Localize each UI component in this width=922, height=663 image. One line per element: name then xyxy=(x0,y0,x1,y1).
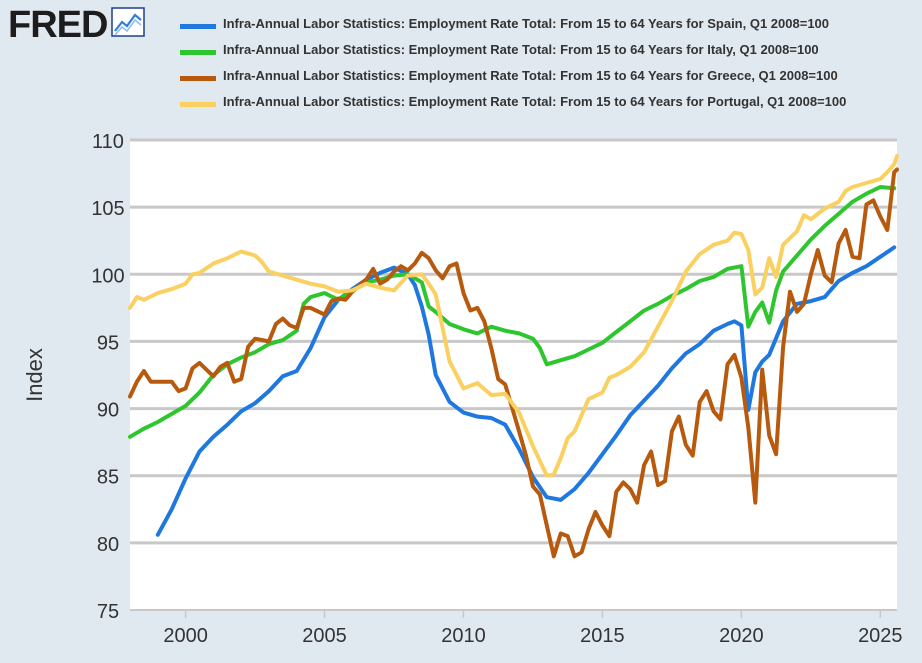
series-line-italy[interactable] xyxy=(128,185,897,439)
y-tick-label: 75 xyxy=(97,601,119,623)
plot-area xyxy=(130,140,897,610)
x-tick-label: 2005 xyxy=(302,625,347,647)
y-tick-label: 95 xyxy=(97,332,119,354)
legend-label-portugal: Infra-Annual Labor Statistics: Employmen… xyxy=(223,93,847,109)
legend-item-italy[interactable]: Infra-Annual Labor Statistics: Employmen… xyxy=(180,36,846,62)
chart-legend: Infra-Annual Labor Statistics: Employmen… xyxy=(180,10,846,114)
x-tick-label: 2015 xyxy=(580,625,625,647)
series-line-greece[interactable] xyxy=(128,167,899,559)
x-axis-ticks: 2000 2005 2010 2015 2020 2025 xyxy=(163,610,903,647)
x-tick-label: 2020 xyxy=(719,625,764,647)
legend-label-greece: Infra-Annual Labor Statistics: Employmen… xyxy=(223,67,838,83)
legend-item-spain[interactable]: Infra-Annual Labor Statistics: Employmen… xyxy=(180,10,846,36)
legend-swatch-italy xyxy=(180,49,216,55)
legend-label-italy: Infra-Annual Labor Statistics: Employmen… xyxy=(223,41,819,57)
y-axis-label: Index xyxy=(22,348,47,402)
line-chart-icon xyxy=(111,6,147,44)
y-tick-label: 110 xyxy=(92,131,124,153)
y-tick-label: 105 xyxy=(91,198,124,220)
y-tick-label: 85 xyxy=(97,467,119,489)
y-tick-label: 80 xyxy=(97,534,119,556)
y-tick-label: 90 xyxy=(97,400,119,422)
legend-swatch-greece xyxy=(180,75,216,81)
series-lines xyxy=(128,154,899,559)
fred-logo-text: FRED xyxy=(8,4,108,46)
series-line-spain[interactable] xyxy=(155,245,897,537)
legend-item-greece[interactable]: Infra-Annual Labor Statistics: Employmen… xyxy=(180,62,846,88)
legend-item-portugal[interactable]: Infra-Annual Labor Statistics: Employmen… xyxy=(180,88,846,114)
x-tick-label: 2010 xyxy=(441,625,486,647)
y-tick-label: 100 xyxy=(91,265,124,287)
y-axis-ticks: 75 80 85 90 95 100 105 110 xyxy=(91,131,124,623)
legend-swatch-portugal xyxy=(180,101,216,107)
x-tick-label: 2000 xyxy=(163,625,208,647)
legend-swatch-spain xyxy=(180,23,216,29)
fred-logo[interactable]: FRED xyxy=(8,6,147,44)
x-tick-label: 2025 xyxy=(858,625,903,647)
series-line-portugal[interactable] xyxy=(128,154,899,478)
legend-label-spain: Infra-Annual Labor Statistics: Employmen… xyxy=(223,15,830,31)
